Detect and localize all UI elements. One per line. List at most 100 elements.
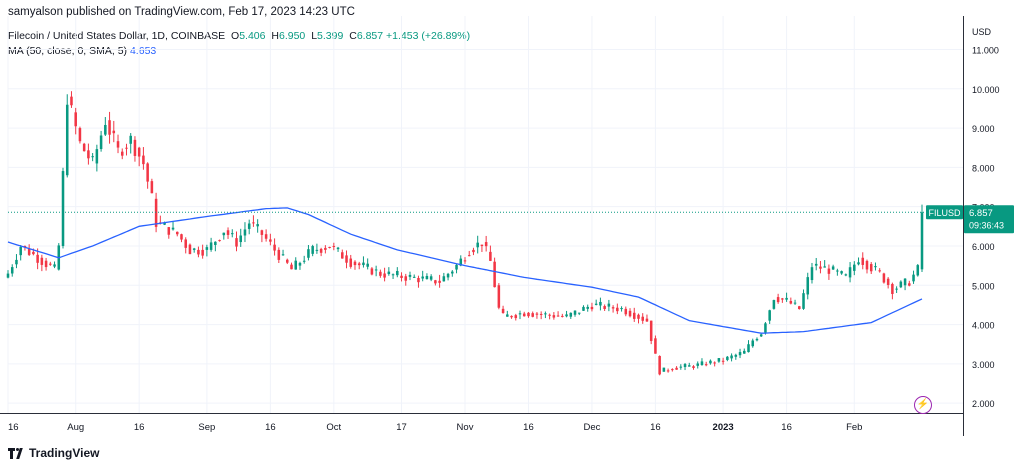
y-tick-label: 8.000 bbox=[972, 163, 995, 173]
y-tick-label: 10.000 bbox=[972, 85, 1000, 95]
candle-body bbox=[328, 246, 331, 248]
candle-body bbox=[357, 263, 361, 266]
candle-body bbox=[286, 259, 289, 263]
candle-body bbox=[798, 306, 801, 310]
candle-body bbox=[675, 367, 678, 370]
candle-body bbox=[700, 361, 704, 365]
candle-body bbox=[789, 300, 793, 304]
candle-body bbox=[82, 143, 86, 152]
candle-body bbox=[116, 141, 120, 148]
candle-body bbox=[65, 104, 69, 176]
x-tick-label: Feb bbox=[846, 422, 862, 433]
candle-body bbox=[484, 242, 488, 247]
candle-body bbox=[243, 229, 247, 236]
candle-body bbox=[874, 266, 877, 268]
x-tick-label: Nov bbox=[457, 422, 474, 433]
candle-body bbox=[696, 363, 700, 366]
candle-body bbox=[607, 303, 611, 307]
candle-body bbox=[15, 259, 18, 265]
candle-body bbox=[120, 151, 124, 156]
candle-body bbox=[514, 315, 518, 319]
candle-body bbox=[861, 257, 865, 265]
candle-body bbox=[302, 260, 306, 262]
high-value: 6.950 bbox=[278, 30, 306, 42]
candle-body bbox=[10, 267, 14, 274]
candle-body bbox=[459, 258, 463, 266]
candle-body bbox=[442, 276, 446, 282]
candle-body bbox=[336, 247, 340, 250]
candle-body bbox=[573, 310, 577, 315]
candle-body bbox=[341, 252, 344, 259]
candle-body bbox=[455, 264, 458, 270]
candle-body bbox=[738, 352, 742, 356]
candle-body bbox=[721, 360, 725, 362]
candle-body bbox=[527, 312, 530, 317]
candle-body bbox=[277, 249, 281, 260]
candle-body bbox=[819, 266, 822, 269]
candle-body bbox=[125, 147, 128, 149]
candle-body bbox=[446, 273, 450, 278]
candle-body bbox=[205, 247, 209, 250]
lightning-bolt-icon[interactable]: ⚡ bbox=[914, 396, 932, 414]
candle-body bbox=[844, 274, 848, 276]
candle-body bbox=[391, 274, 395, 276]
candle-body bbox=[353, 261, 357, 266]
candle-body bbox=[743, 350, 746, 354]
candle-body bbox=[264, 234, 268, 239]
candle-body bbox=[412, 276, 416, 278]
candle-body bbox=[171, 227, 175, 230]
candle-body bbox=[823, 266, 826, 268]
low-label: L bbox=[311, 30, 318, 42]
candle-body bbox=[366, 263, 369, 267]
candle-body bbox=[781, 298, 784, 300]
candle-body bbox=[167, 227, 171, 235]
ma-legend: MA (50, close, 0, SMA, 5) 4.653 bbox=[8, 45, 156, 57]
candle-body bbox=[91, 156, 94, 158]
candle-body bbox=[235, 238, 238, 247]
candle-body bbox=[493, 261, 496, 288]
candle-body bbox=[70, 96, 73, 106]
x-tick-label: Dec bbox=[583, 422, 600, 433]
candle-body bbox=[374, 269, 378, 271]
candle-body bbox=[891, 283, 894, 294]
candle-body bbox=[142, 155, 145, 165]
candle-body bbox=[501, 308, 505, 314]
candle-body bbox=[218, 240, 221, 242]
candle-body bbox=[252, 222, 255, 224]
candle-body bbox=[349, 258, 353, 267]
candle-body bbox=[362, 262, 365, 266]
low-value: 5.399 bbox=[317, 30, 344, 42]
open-label: O bbox=[231, 30, 240, 42]
x-tick-label: 2023 bbox=[713, 422, 734, 433]
ma-label[interactable]: MA (50, close, 0, SMA, 5) bbox=[8, 45, 128, 57]
candle-body bbox=[624, 308, 628, 315]
candle-body bbox=[315, 249, 319, 251]
x-tick-label: 16 bbox=[523, 422, 534, 433]
candle-body bbox=[814, 263, 818, 266]
candle-body bbox=[645, 318, 649, 322]
high-label: H bbox=[271, 30, 279, 42]
candle-body bbox=[104, 124, 107, 135]
candle-body bbox=[281, 254, 285, 256]
candle-body bbox=[586, 306, 589, 309]
x-tick-label: 16 bbox=[650, 422, 661, 433]
countdown-text: 09:36:43 bbox=[969, 220, 1004, 230]
candle-body bbox=[214, 241, 217, 245]
candle-body bbox=[345, 255, 348, 263]
candle-body bbox=[840, 271, 843, 274]
symbol-legend: Filecoin / United States Dollar, 1D, COI… bbox=[8, 30, 470, 42]
y-tick-label: 2.000 bbox=[972, 399, 995, 409]
candle-body bbox=[78, 128, 82, 142]
candle-body bbox=[916, 265, 920, 276]
price-tag-bg bbox=[964, 205, 1014, 234]
candle-body bbox=[480, 244, 484, 247]
candle-body bbox=[772, 300, 776, 309]
candle-body bbox=[429, 276, 433, 280]
close-label: C bbox=[349, 30, 357, 42]
candle-body bbox=[531, 313, 534, 317]
symbol-title[interactable]: Filecoin / United States Dollar, 1D, COI… bbox=[8, 30, 226, 42]
symbol-tag-text: FILUSD bbox=[928, 208, 961, 218]
tradingview-footer[interactable]: TradingView bbox=[8, 446, 99, 460]
